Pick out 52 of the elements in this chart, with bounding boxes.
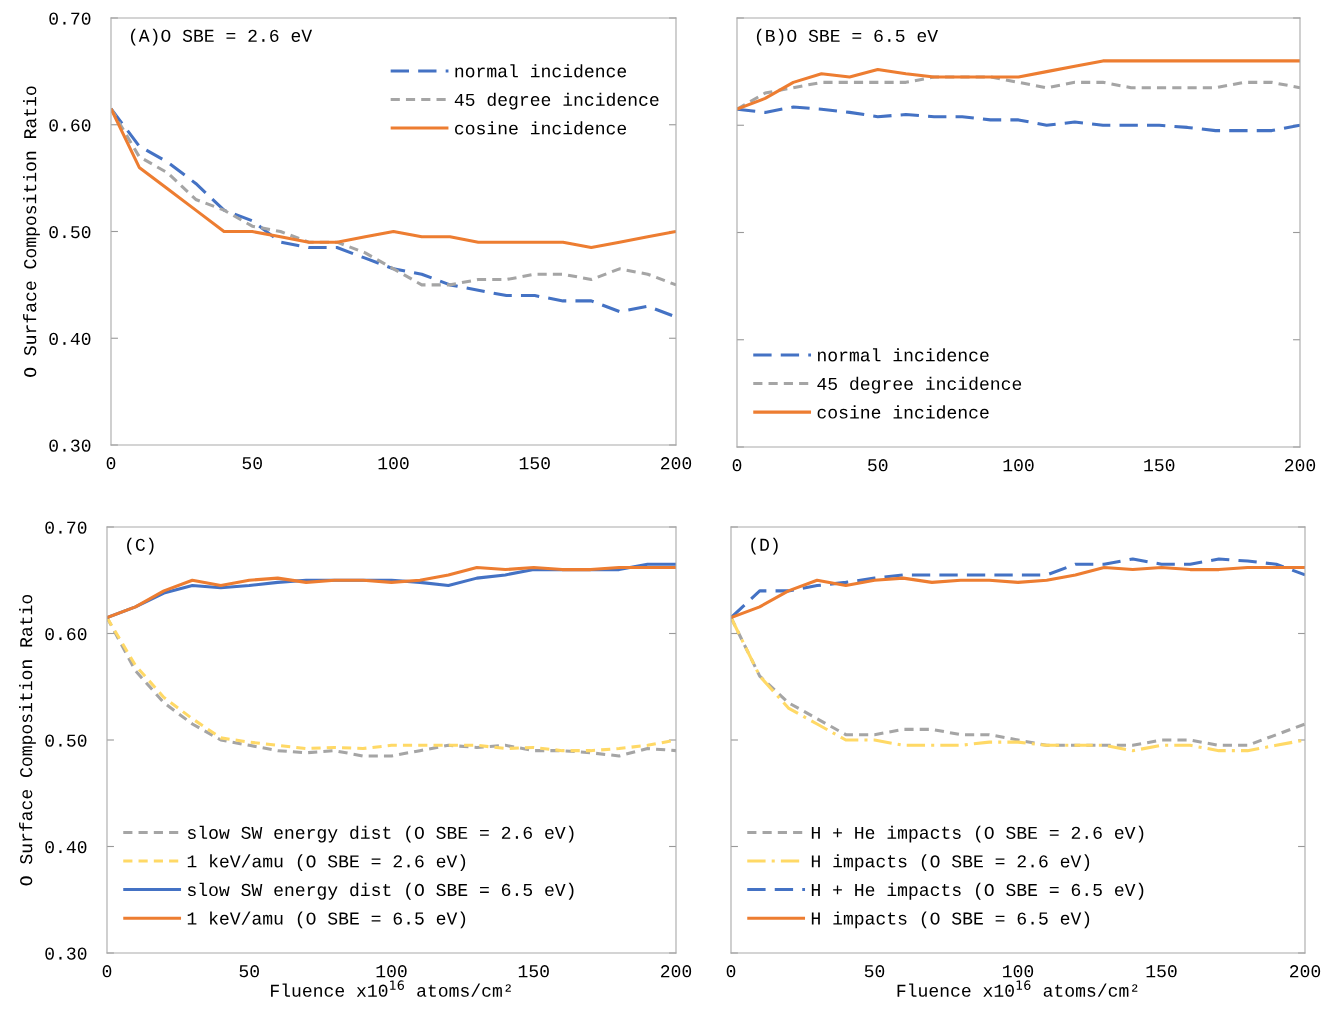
annotation: (D) bbox=[751, 537, 778, 555]
x-tick-label: 100 bbox=[1003, 965, 1034, 978]
x-tick-label: 50 bbox=[868, 459, 888, 472]
legend-label: cosine incidence bbox=[455, 121, 627, 135]
x-tick-label: 200 bbox=[661, 965, 692, 978]
legend-label: 45 degree incidence bbox=[454, 92, 659, 110]
legend-label: 1 keV/amu (O SBE = 6.5 eV) bbox=[187, 911, 466, 929]
x-tick-label: 0 bbox=[102, 965, 112, 978]
annotation: (C) bbox=[127, 537, 154, 555]
legend-label: normal incidence bbox=[818, 348, 989, 362]
legend-label: 45 degree incidence bbox=[817, 376, 1022, 394]
y-tick-label: 0.50 bbox=[49, 225, 91, 239]
legend-label: normal incidence bbox=[455, 64, 627, 78]
annotation: (A)O SBE = 2.6 eV bbox=[130, 28, 313, 46]
y-tick-label: 0.70 bbox=[49, 12, 91, 25]
annotation: (B)O SBE = 6.5 eV bbox=[756, 28, 938, 46]
y-tick-label: 0.60 bbox=[45, 627, 87, 641]
x-tick-label: 50 bbox=[864, 965, 885, 978]
legend-label: cosine incidence bbox=[817, 405, 989, 419]
x-tick-label: 50 bbox=[239, 965, 259, 978]
y-axis-title: O Surface Composition Ratio bbox=[19, 594, 36, 886]
legend-label: 1 keV/amu (O SBE = 2.6 eV) bbox=[187, 854, 466, 872]
y-tick-label: 0.60 bbox=[49, 119, 91, 132]
x-tick-label: 150 bbox=[518, 965, 549, 978]
x-tick-label: 200 bbox=[1285, 459, 1316, 472]
legend-label: slow SW energy dist (O SBE = 2.6 eV) bbox=[187, 825, 574, 843]
legend-label: H + He impacts (O SBE = 2.6 eV) bbox=[811, 825, 1144, 843]
x-tick-label: 0 bbox=[726, 965, 736, 978]
x-tick-label: 100 bbox=[378, 457, 409, 470]
x-tick-label: 150 bbox=[1144, 459, 1175, 472]
x-tick-label: 150 bbox=[1146, 965, 1177, 978]
x-tick-label: 0 bbox=[732, 459, 742, 472]
x-tick-label: 150 bbox=[519, 457, 550, 470]
x-tick-label: 100 bbox=[1003, 459, 1034, 472]
x-tick-label: 200 bbox=[1290, 965, 1321, 978]
x-tick-label: 50 bbox=[242, 457, 262, 470]
y-tick-label: 0.30 bbox=[45, 947, 87, 960]
y-axis-title: O Surface Composition Ratio bbox=[23, 86, 40, 377]
legend-label: H impacts (O SBE = 6.5 eV) bbox=[811, 911, 1090, 929]
x-tick-label: 0 bbox=[106, 457, 116, 470]
y-tick-label: 0.70 bbox=[45, 521, 87, 534]
x-tick-label: 200 bbox=[661, 457, 692, 470]
y-tick-label: 0.30 bbox=[49, 439, 91, 452]
x-axis-title: Fluence x10$^{16}$ atoms/cm² bbox=[271, 980, 511, 997]
x-tick-label: 100 bbox=[376, 965, 407, 978]
y-tick-label: 0.40 bbox=[49, 332, 91, 345]
legend-label: H impacts (O SBE = 2.6 eV) bbox=[811, 854, 1090, 872]
x-axis-title: Fluence x10$^{16}$ atoms/cm² bbox=[897, 980, 1138, 997]
y-tick-label: 0.40 bbox=[45, 840, 87, 854]
y-tick-label: 0.50 bbox=[45, 734, 87, 747]
legend-label: slow SW energy dist (O SBE = 6.5 eV) bbox=[187, 882, 574, 900]
legend-label: H + He impacts (O SBE = 6.5 eV) bbox=[811, 882, 1144, 900]
